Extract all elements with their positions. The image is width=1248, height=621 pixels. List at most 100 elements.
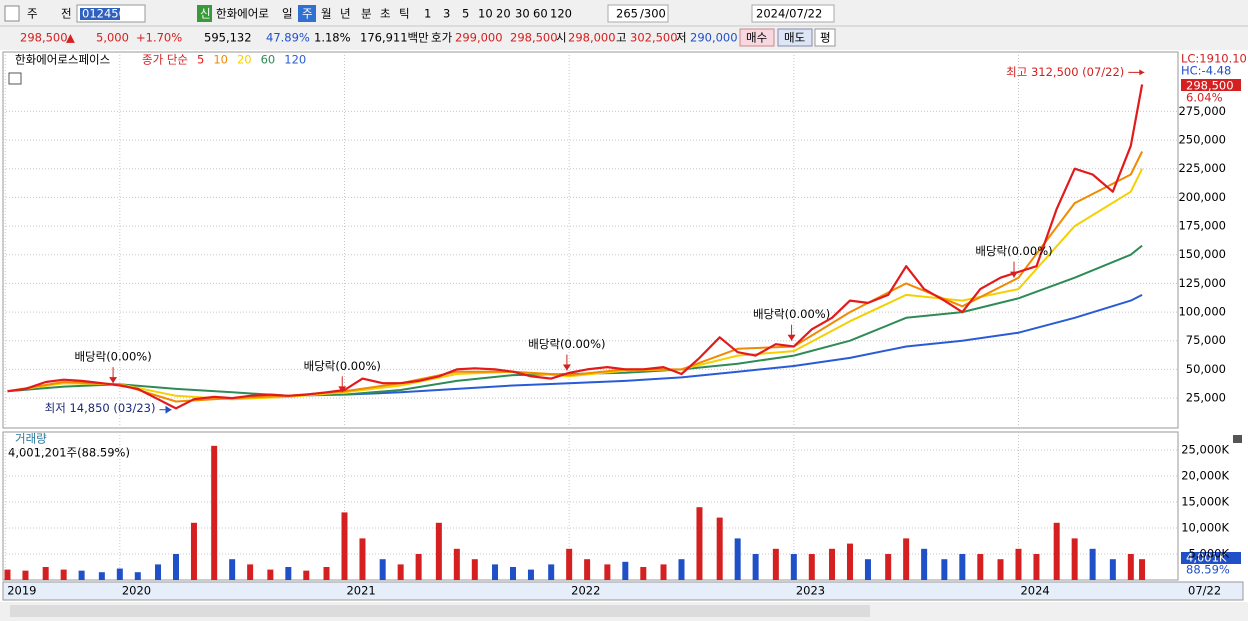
toolbar-item[interactable]: /300 xyxy=(640,7,666,21)
quote-item: 호가 xyxy=(431,31,453,45)
toolbar-item[interactable]: 년 xyxy=(340,7,351,21)
low-arrowhead xyxy=(165,405,172,414)
volume-bar xyxy=(211,445,218,580)
volume-bar xyxy=(42,566,49,580)
avg-button[interactable] xyxy=(814,28,836,47)
quote-item: 298,500 xyxy=(510,31,558,45)
toolbar-item[interactable]: 5 xyxy=(462,7,469,21)
toolbar-item[interactable]: 전 xyxy=(61,7,72,21)
quote-item: 1.18% xyxy=(314,31,351,45)
quote-item: 47.89% xyxy=(266,31,310,45)
volume-bar xyxy=(1139,559,1146,580)
toolbar-item[interactable]: 20 xyxy=(496,7,511,21)
toolbar-item[interactable]: 265 xyxy=(616,7,638,21)
legend-entry[interactable]: 20 xyxy=(237,53,252,67)
toolbar-item[interactable]: 한화에어로 xyxy=(216,7,269,21)
toolbar-item[interactable]: 주 xyxy=(27,7,38,21)
volume-bar xyxy=(415,553,422,580)
event-arrowhead xyxy=(338,386,347,393)
volume-bar xyxy=(1089,548,1096,580)
toolbar-item[interactable]: 120 xyxy=(550,7,572,21)
y-tick-label: 20,000K xyxy=(1181,468,1229,482)
volume-bar xyxy=(548,564,555,580)
count-input[interactable] xyxy=(607,4,669,23)
volume-bar xyxy=(60,569,67,580)
volume-bar xyxy=(941,559,948,580)
volume-bar xyxy=(341,512,348,580)
y-tick-label: 125,000 xyxy=(1178,276,1226,290)
volume-bar xyxy=(1033,553,1040,580)
y-tick-label: 10,000K xyxy=(1181,520,1229,534)
event-arrowhead xyxy=(109,377,118,384)
volume-bar xyxy=(716,517,723,580)
volume-bar xyxy=(190,522,197,580)
high-arrowhead xyxy=(1139,69,1145,76)
period-selected[interactable] xyxy=(298,5,316,22)
legend-entry[interactable]: 120 xyxy=(284,53,306,67)
quote-item: 299,000 xyxy=(455,31,503,45)
volume-current: 4,001K xyxy=(1186,551,1227,565)
volume-bar xyxy=(622,561,629,580)
volume-bar xyxy=(4,569,11,580)
table-icon[interactable] xyxy=(8,72,22,85)
event-label: 배당락(0.00%) xyxy=(975,244,1052,258)
toolbar-item[interactable]: 신 xyxy=(200,7,211,21)
toolbar-item[interactable]: 3 xyxy=(443,7,450,21)
volume-bar xyxy=(846,543,853,580)
toolbar-item[interactable]: 틱 xyxy=(399,7,410,21)
volume-bar xyxy=(696,507,703,580)
volume-bar xyxy=(379,559,386,580)
volume-bar xyxy=(1071,538,1078,580)
volume-box xyxy=(1181,552,1241,564)
volume-bar xyxy=(808,553,815,580)
y-tick-label: 275,000 xyxy=(1178,104,1226,118)
volume-bar xyxy=(678,559,685,580)
volume-bar xyxy=(1109,559,1116,580)
volume-bar xyxy=(155,564,162,580)
volume-bar xyxy=(1015,548,1022,580)
volume-bar xyxy=(98,572,105,580)
toolbar-item[interactable]: 주 xyxy=(302,7,313,21)
toolbar-item[interactable]: 10 xyxy=(478,7,493,21)
toolbar-item[interactable]: 일 xyxy=(282,7,293,21)
toolbar-item[interactable]: 1 xyxy=(424,7,431,21)
event-arrowhead xyxy=(787,334,796,341)
volume-bar xyxy=(453,548,460,580)
toolbar-item[interactable]: 분 xyxy=(361,7,372,21)
event-arrowhead xyxy=(562,364,571,371)
legend-entry[interactable]: 60 xyxy=(261,53,276,67)
toolbar-item[interactable]: 월 xyxy=(321,7,332,21)
volume-bar xyxy=(997,559,1004,580)
quote-item: 302,500 xyxy=(630,31,678,45)
date-input[interactable] xyxy=(751,4,835,23)
ma-line xyxy=(344,294,1143,396)
toolbar-item[interactable]: 2024/07/22 xyxy=(756,7,822,21)
volume-bar xyxy=(527,569,534,580)
toolbar-item[interactable]: 60 xyxy=(533,7,548,21)
hc-label: HC:-4.48 xyxy=(1181,64,1231,78)
y-tick-label: 225,000 xyxy=(1178,161,1226,175)
icon[interactable] xyxy=(4,5,20,22)
toolbar-item[interactable]: 초 xyxy=(380,7,391,21)
buy-button[interactable] xyxy=(739,28,775,47)
x-tick-label: 2022 xyxy=(571,584,600,598)
close-icon[interactable] xyxy=(1233,435,1242,443)
quote-item: 매수 xyxy=(746,31,767,45)
volume-bar xyxy=(397,564,404,580)
low-label: 최저 14,850 (03/23) xyxy=(45,401,156,415)
toolbar-item[interactable]: 30 xyxy=(515,7,530,21)
volume-bar xyxy=(134,572,141,580)
y-tick-label: 100,000 xyxy=(1178,305,1226,319)
legend-entry[interactable]: 10 xyxy=(213,53,228,67)
scroll-track[interactable] xyxy=(10,605,870,617)
y-tick-label: 25,000 xyxy=(1186,391,1226,405)
toolbar-item[interactable]: 012450 xyxy=(82,7,126,21)
sell-button[interactable] xyxy=(777,28,813,47)
event-arrowhead xyxy=(1009,271,1018,278)
quote-item: 290,000 xyxy=(690,31,738,45)
legend-entry[interactable]: 5 xyxy=(197,53,204,67)
quote-item: 고 xyxy=(616,31,627,45)
volume-bar xyxy=(584,559,591,580)
